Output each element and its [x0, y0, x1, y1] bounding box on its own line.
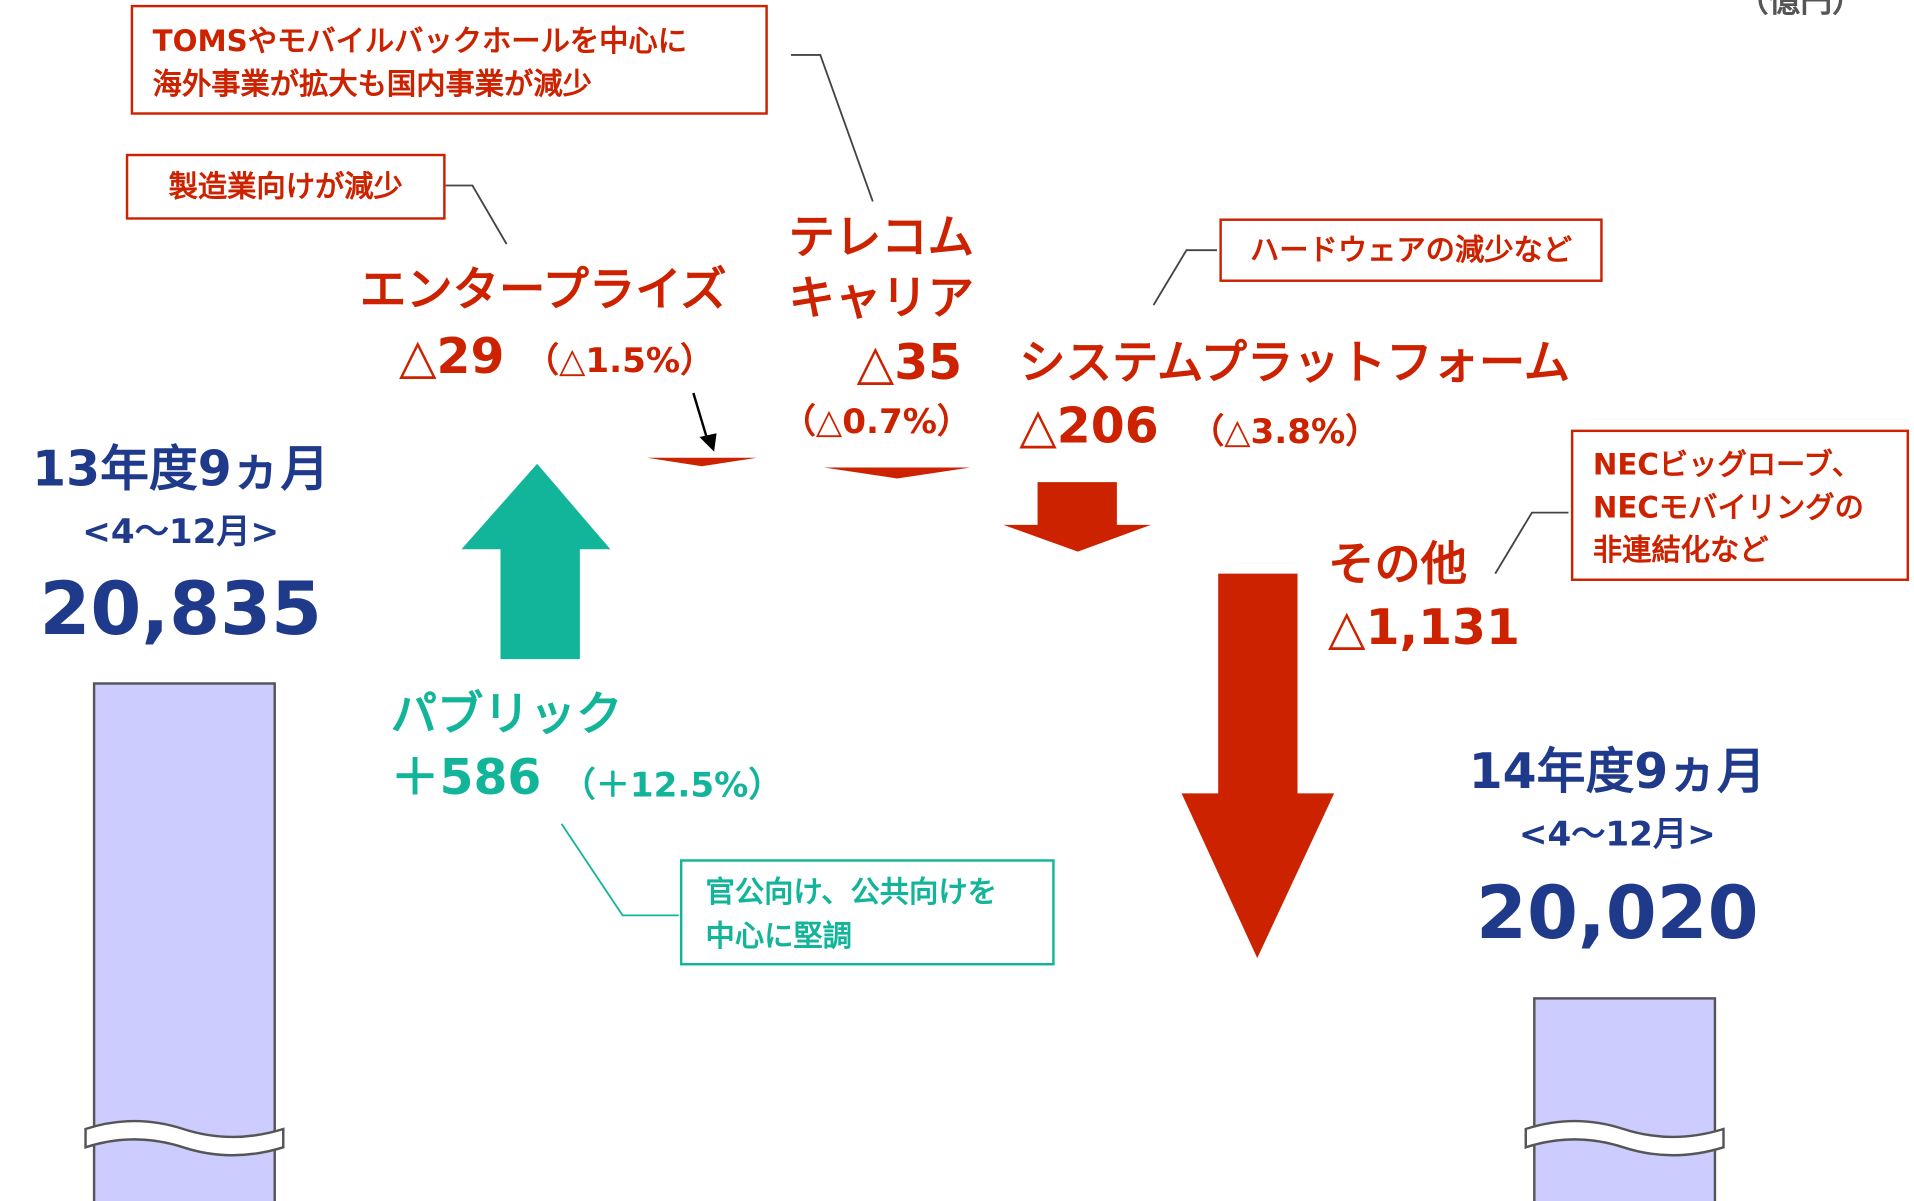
telecom-percent: （△0.7%） [782, 402, 971, 442]
end-months: <4～12月> [1519, 815, 1716, 855]
start-bar [92, 682, 276, 1201]
start-value: 20,835 [39, 567, 322, 652]
arrow [1003, 482, 1152, 552]
pointer-head [699, 433, 717, 452]
pointer [692, 392, 710, 443]
leader [1494, 511, 1569, 575]
enterprise-percent: （△1.5%） [525, 341, 714, 381]
break-mark [1524, 1119, 1725, 1157]
end-period: 14年度9ヵ月 [1469, 743, 1766, 800]
leader [1152, 249, 1217, 306]
unit: （億円） [1737, 0, 1864, 19]
other-change: △1,131 [1328, 599, 1520, 656]
note-box [130, 4, 768, 115]
public-note: 官公向け、公共向けを [706, 875, 997, 909]
enterprise-change: △29 [399, 328, 504, 385]
arrow [823, 467, 971, 479]
leader [445, 184, 508, 245]
system-platform-note: ハードウェアの減少など [1250, 233, 1573, 267]
telecom-note: TOMSやモバイルバックホールを中心に [153, 24, 687, 58]
arrow [646, 457, 757, 467]
public-name: パブリック [391, 687, 623, 741]
start-period: 13年度9ヵ月 [32, 440, 329, 497]
leader [560, 823, 679, 917]
other-name: その他 [1328, 537, 1467, 591]
note-box [1219, 218, 1603, 282]
start-months: <4～12月> [82, 512, 279, 552]
end-value: 20,020 [1476, 871, 1759, 956]
arrow [461, 463, 611, 660]
end-bar [1533, 997, 1717, 1201]
arrow [1181, 573, 1335, 959]
system-platform-change: △206 [1019, 398, 1158, 455]
enterprise-note: 製造業向けが減少 [169, 169, 403, 203]
enterprise-name: エンタープライズ [360, 262, 727, 316]
telecom-note: 海外事業が拡大も国内事業が減少 [153, 67, 592, 101]
telecom-change: △35 [857, 334, 962, 391]
note-box [125, 153, 446, 220]
other-note: NECモバイリングの [1593, 490, 1864, 524]
telecom-name: キャリア [789, 271, 975, 325]
note-box [679, 859, 1055, 966]
public-note: 中心に堅調 [706, 919, 852, 953]
break-mark [84, 1119, 285, 1157]
system-platform-percent: （△3.8%） [1190, 412, 1379, 452]
public-change: ＋586 [391, 749, 542, 806]
public-percent: （＋12.5%） [562, 766, 783, 806]
note-box [1570, 429, 1910, 581]
leader [791, 54, 874, 202]
other-note: 非連結化など [1593, 533, 1769, 567]
other-note: NECビッグローブ、 [1593, 448, 1861, 482]
telecom-name: テレコム [789, 210, 975, 264]
system-platform-name: システムプラットフォーム [1019, 336, 1570, 390]
